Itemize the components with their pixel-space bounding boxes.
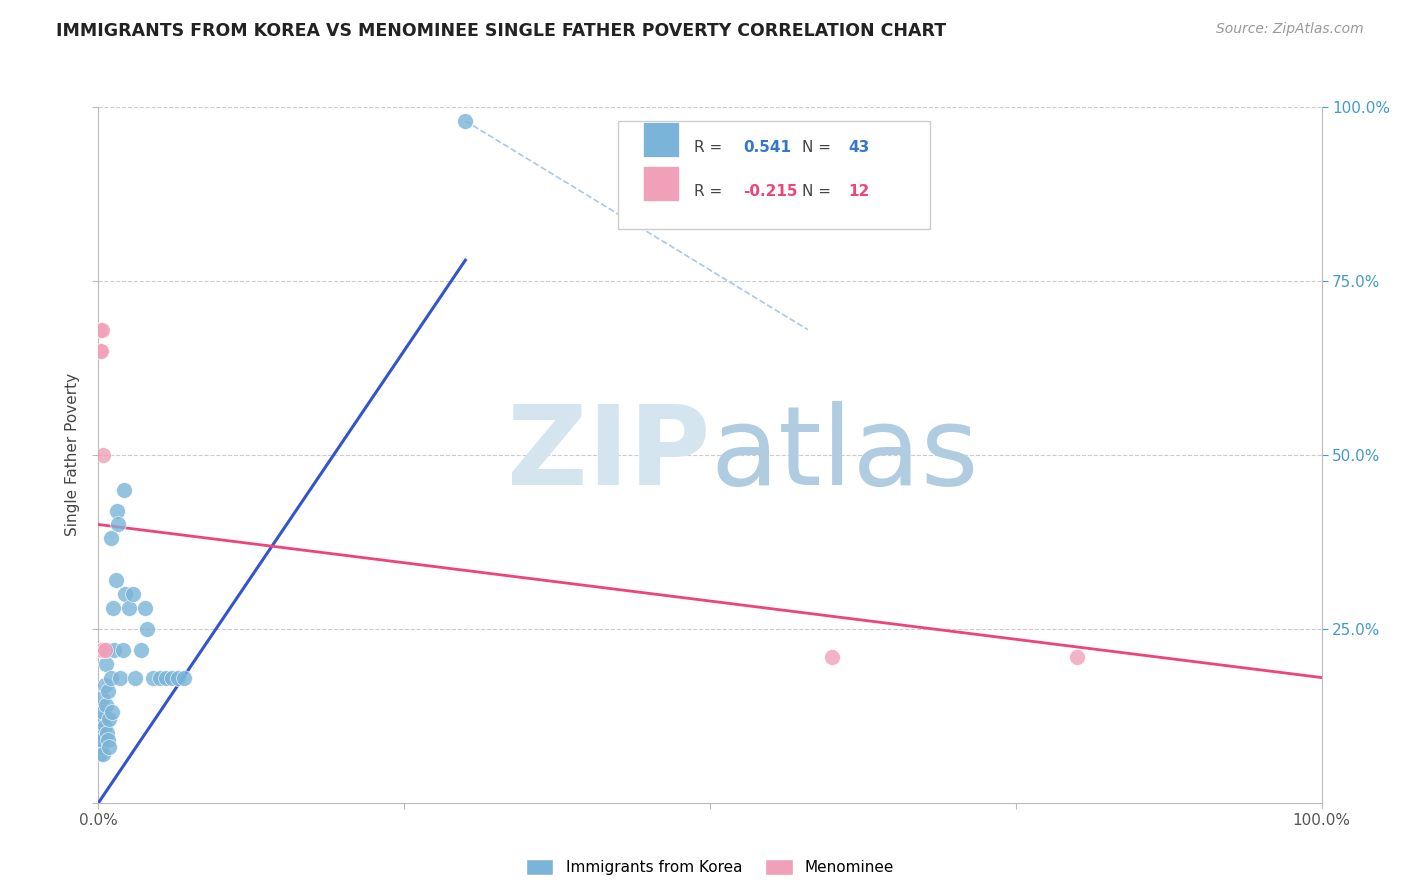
Point: [100, 532, 122, 546]
Point: [90, 343, 112, 358]
Point: [142, 671, 165, 685]
Point: [89, 747, 111, 761]
Y-axis label: Single Father Poverty: Single Father Poverty: [65, 374, 80, 536]
Point: [118, 601, 141, 615]
Point: [93, 719, 115, 733]
Point: [160, 671, 183, 685]
Text: N =: N =: [801, 140, 835, 155]
Text: atlas: atlas: [710, 401, 979, 508]
Point: [96, 726, 118, 740]
Text: IMMIGRANTS FROM KOREA VS MENOMINEE SINGLE FATHER POVERTY CORRELATION CHART: IMMIGRANTS FROM KOREA VS MENOMINEE SINGL…: [56, 22, 946, 40]
Point: [96, 642, 118, 657]
Point: [114, 587, 136, 601]
FancyBboxPatch shape: [643, 166, 679, 201]
Point: [98, 740, 121, 755]
Point: [90, 642, 112, 657]
Text: 0.541: 0.541: [742, 140, 792, 155]
Point: [89, 323, 111, 337]
Text: R =: R =: [695, 140, 727, 155]
Point: [97, 733, 120, 747]
Legend: Immigrants from Korea, Menominee: Immigrants from Korea, Menominee: [526, 859, 894, 875]
Point: [89, 343, 111, 358]
Point: [105, 503, 128, 517]
Point: [149, 671, 172, 685]
Point: [90, 712, 112, 726]
Point: [110, 671, 132, 685]
Point: [112, 483, 135, 497]
Point: [124, 671, 146, 685]
Point: [94, 657, 117, 671]
Point: [91, 323, 114, 337]
Point: [93, 677, 115, 691]
Point: [121, 587, 143, 601]
Text: -0.215: -0.215: [742, 184, 797, 199]
Point: [103, 642, 125, 657]
Point: [91, 706, 114, 720]
Point: [89, 726, 111, 740]
Point: [93, 642, 115, 657]
Point: [90, 740, 112, 755]
Text: R =: R =: [695, 184, 727, 199]
Text: N =: N =: [801, 184, 835, 199]
Point: [173, 671, 195, 685]
Point: [100, 671, 122, 685]
Point: [136, 622, 159, 636]
Point: [821, 649, 844, 664]
Text: 43: 43: [848, 140, 869, 155]
Point: [94, 698, 117, 713]
Point: [129, 642, 152, 657]
Point: [101, 706, 124, 720]
Point: [454, 114, 477, 128]
Point: [91, 691, 114, 706]
Point: [104, 573, 127, 587]
Point: [91, 448, 114, 462]
Point: [91, 642, 114, 657]
Point: [101, 601, 124, 615]
Point: [91, 747, 114, 761]
Point: [98, 712, 121, 726]
Text: 12: 12: [848, 184, 869, 199]
Text: ZIP: ZIP: [506, 401, 710, 508]
Point: [134, 601, 156, 615]
Text: Source: ZipAtlas.com: Source: ZipAtlas.com: [1216, 22, 1364, 37]
FancyBboxPatch shape: [619, 121, 931, 229]
Point: [97, 684, 120, 698]
Point: [111, 642, 134, 657]
Point: [1066, 649, 1088, 664]
Point: [155, 671, 177, 685]
Point: [91, 733, 114, 747]
FancyBboxPatch shape: [643, 122, 679, 157]
Point: [107, 517, 129, 532]
Point: [167, 671, 190, 685]
